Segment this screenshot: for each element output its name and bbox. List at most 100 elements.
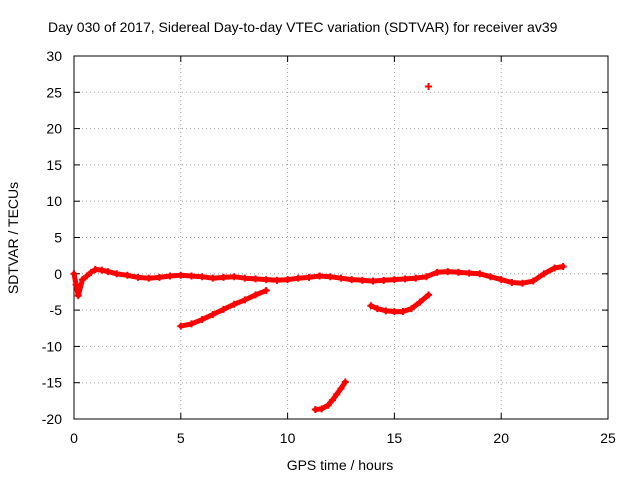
x-tick-label: 0 bbox=[70, 430, 78, 446]
data-point bbox=[380, 276, 388, 284]
data-point bbox=[220, 273, 228, 281]
y-tick-label: -15 bbox=[42, 375, 62, 391]
data-point bbox=[273, 276, 281, 284]
y-tick-label: 15 bbox=[46, 157, 62, 173]
data-point bbox=[497, 276, 505, 284]
data-point bbox=[401, 275, 409, 283]
data-point bbox=[198, 273, 206, 281]
data-point bbox=[79, 276, 87, 284]
data-point bbox=[230, 273, 238, 281]
data-point bbox=[454, 268, 462, 276]
data-point bbox=[529, 277, 537, 285]
data-point bbox=[508, 279, 516, 287]
data-point bbox=[241, 274, 249, 282]
data-point bbox=[519, 279, 527, 287]
data-point bbox=[324, 401, 332, 409]
x-tick-label: 20 bbox=[493, 430, 509, 446]
data-point bbox=[177, 271, 185, 279]
data-point bbox=[487, 273, 495, 281]
series-main-band bbox=[70, 263, 567, 300]
data-point bbox=[416, 298, 424, 306]
data-point bbox=[422, 273, 430, 281]
data-point bbox=[294, 274, 302, 282]
data-point bbox=[305, 273, 313, 281]
data-point bbox=[87, 268, 95, 276]
data-point bbox=[444, 268, 452, 276]
y-tick-label: 25 bbox=[46, 84, 62, 100]
data-point bbox=[74, 292, 82, 300]
data-point bbox=[70, 270, 78, 278]
y-axis-label: SDTVAR / TECUs bbox=[5, 182, 21, 294]
data-point bbox=[311, 406, 319, 414]
series-outlier bbox=[425, 82, 433, 90]
x-tick-label: 15 bbox=[387, 430, 403, 446]
data-point bbox=[476, 270, 484, 278]
data-point bbox=[72, 281, 80, 289]
data-point bbox=[241, 296, 249, 304]
data-point bbox=[262, 286, 270, 294]
data-point bbox=[98, 266, 106, 274]
x-tick-label: 25 bbox=[600, 430, 616, 446]
data-point bbox=[252, 275, 260, 283]
data-point bbox=[328, 396, 336, 404]
data-point bbox=[166, 272, 174, 280]
chart-title: Day 030 of 2017, Sidereal Day-to-day VTE… bbox=[48, 19, 558, 35]
data-point bbox=[134, 273, 142, 281]
data-point bbox=[407, 305, 415, 313]
data-point bbox=[252, 291, 260, 299]
data-point bbox=[209, 274, 217, 282]
data-point bbox=[559, 263, 567, 271]
data-point bbox=[382, 307, 390, 315]
data-point bbox=[399, 308, 407, 316]
y-tick-labels: -20 -15 -10 -5 0 5 10 15 20 25 30 bbox=[42, 48, 62, 427]
x-tick-label: 10 bbox=[280, 430, 296, 446]
data-point bbox=[83, 272, 91, 280]
y-tick-label: -20 bbox=[42, 411, 62, 427]
series-trace bbox=[71, 264, 566, 299]
data-point bbox=[373, 305, 381, 313]
data-point bbox=[348, 276, 356, 284]
data-point bbox=[220, 305, 228, 313]
data-point bbox=[145, 274, 153, 282]
data-point bbox=[104, 268, 112, 276]
data-point bbox=[177, 322, 185, 330]
data-point bbox=[123, 271, 131, 279]
data-point bbox=[326, 273, 334, 281]
x-tick-labels: 0 5 10 15 20 25 bbox=[70, 430, 616, 446]
data-point bbox=[337, 274, 345, 282]
data-point bbox=[390, 308, 398, 316]
series-arc-14-17h bbox=[367, 291, 433, 316]
data-point bbox=[198, 316, 206, 324]
data-point bbox=[369, 277, 377, 285]
data-point bbox=[316, 272, 324, 280]
series-arc-11-13h bbox=[311, 378, 349, 414]
y-tick-label: -10 bbox=[42, 338, 62, 354]
data-point bbox=[425, 82, 433, 90]
axis-ticks bbox=[73, 55, 609, 420]
y-tick-label: 20 bbox=[46, 121, 62, 137]
data-point bbox=[433, 268, 441, 276]
data-point bbox=[341, 378, 349, 386]
y-tick-label: 5 bbox=[54, 230, 62, 246]
data-point bbox=[412, 274, 420, 282]
data-point bbox=[284, 276, 292, 284]
y-tick-label: 30 bbox=[46, 48, 62, 64]
series-arc-5-9h bbox=[177, 286, 270, 330]
data-point bbox=[465, 269, 473, 277]
data-point bbox=[540, 270, 548, 278]
data-point bbox=[358, 276, 366, 284]
data-point bbox=[209, 310, 217, 318]
data-point bbox=[551, 264, 559, 272]
x-tick-label: 5 bbox=[177, 430, 185, 446]
data-point bbox=[318, 405, 326, 413]
data-point bbox=[155, 273, 163, 281]
data-point bbox=[187, 272, 195, 280]
data-point bbox=[390, 276, 398, 284]
data-point bbox=[262, 276, 270, 284]
data-point bbox=[113, 270, 121, 278]
data-point bbox=[337, 385, 345, 393]
data-point bbox=[367, 302, 375, 310]
data-point bbox=[187, 320, 195, 328]
